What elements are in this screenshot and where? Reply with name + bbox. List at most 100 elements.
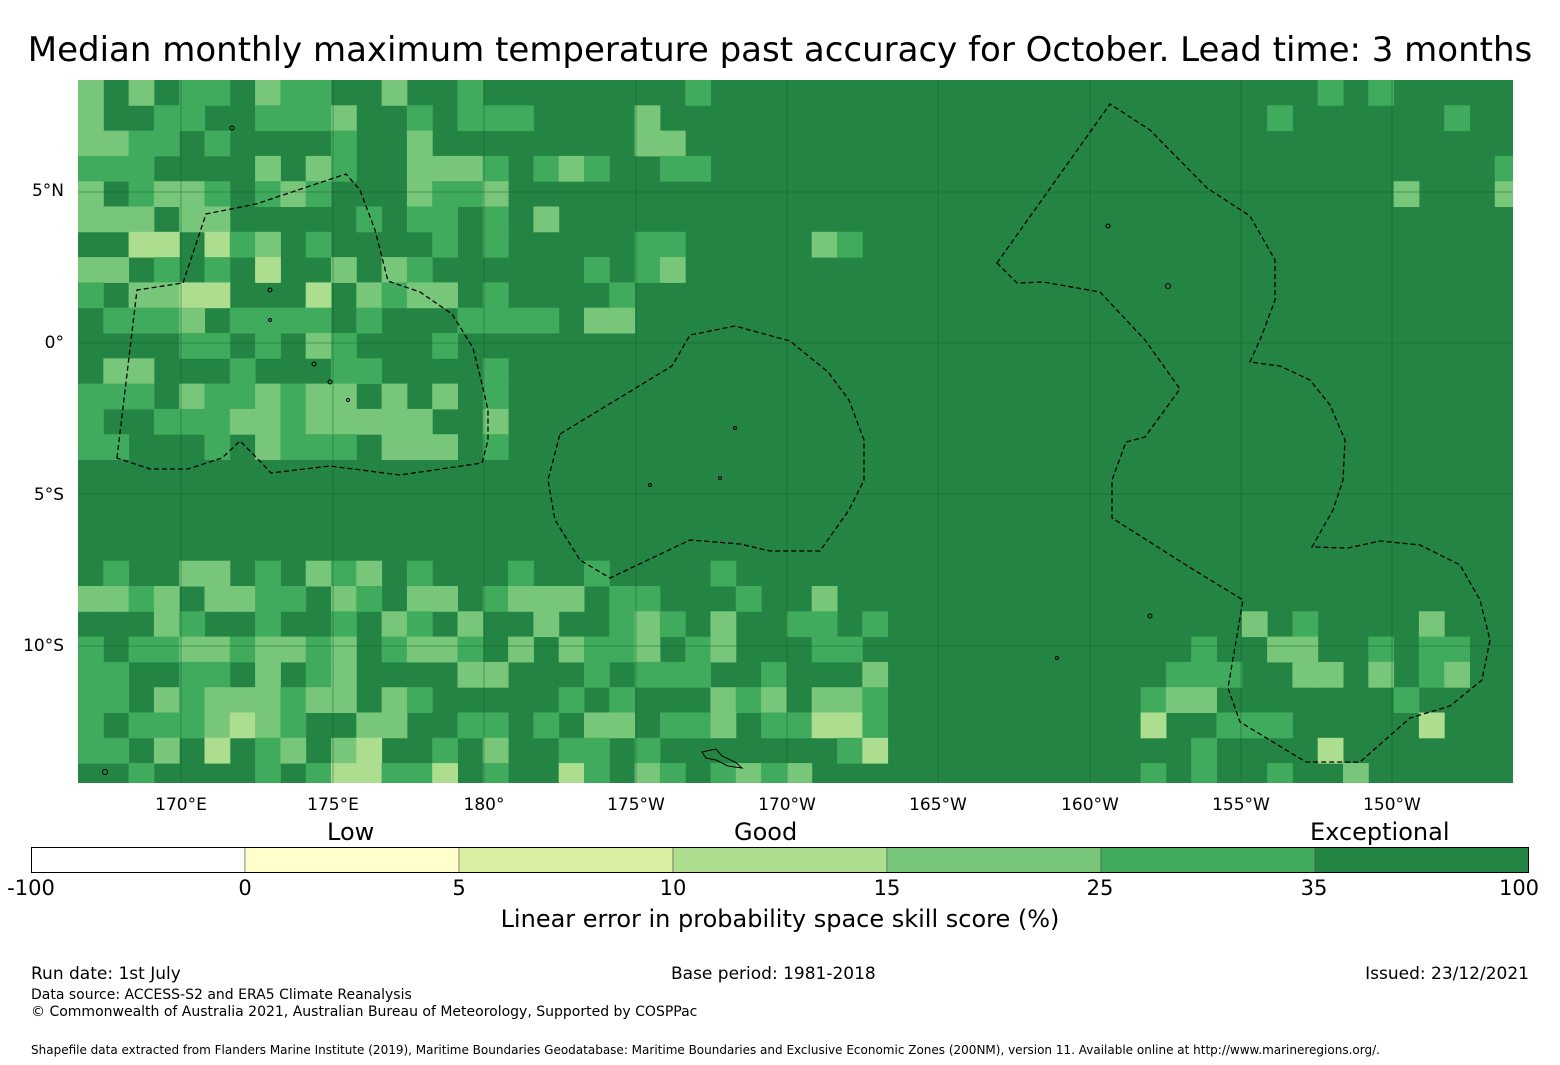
skill-cell	[305, 383, 332, 410]
skill-cell	[255, 636, 281, 663]
skill-cell	[533, 155, 560, 182]
skill-cell	[1165, 661, 1192, 688]
skill-cell	[128, 383, 155, 410]
island-5	[1105, 223, 1111, 229]
skill-cell	[811, 687, 838, 713]
skill-cell	[1317, 737, 1344, 764]
skill-cell	[331, 763, 357, 783]
skill-cell	[229, 358, 256, 385]
eez-boundaries	[116, 103, 1491, 763]
skill-cell	[381, 80, 408, 106]
skill-cell	[78, 105, 104, 132]
skill-cell	[1140, 712, 1167, 739]
skill-cell	[381, 434, 408, 460]
skill-cell	[1368, 636, 1395, 663]
skill-cell	[1191, 763, 1217, 783]
skill-cell	[659, 611, 686, 638]
skill-cell	[153, 181, 180, 207]
skill-cell	[1444, 661, 1470, 688]
skill-cell	[482, 408, 509, 435]
skill-cell	[533, 586, 560, 612]
skill-cell	[533, 611, 560, 638]
skill-cell	[1216, 661, 1243, 688]
skill-cell	[533, 712, 560, 739]
island-samoa	[701, 748, 744, 769]
skill-cell	[659, 661, 686, 688]
skill-cell	[128, 636, 155, 663]
skill-cell	[381, 636, 408, 663]
skill-cell	[153, 712, 180, 739]
skill-cell	[78, 130, 104, 157]
skill-cell	[255, 307, 281, 334]
skill-cell	[584, 763, 610, 783]
skill-cell	[331, 130, 357, 157]
skill-cell	[1317, 661, 1344, 688]
skill-cell	[432, 155, 458, 182]
skill-cell	[862, 712, 889, 739]
skill-cell	[584, 560, 610, 587]
island-4	[1165, 283, 1171, 289]
skill-cell	[432, 636, 458, 663]
skill-cell	[432, 282, 458, 309]
copyright: © Commonwealth of Australia 2021, Austra…	[31, 1004, 698, 1020]
skill-cell	[229, 383, 256, 410]
skill-cell	[584, 737, 610, 764]
colorbar-tick-minus100: -100	[7, 876, 55, 900]
skill-cell	[179, 661, 205, 688]
skill-cell	[432, 434, 458, 460]
skill-cell	[103, 383, 130, 410]
lon-label-175w: 175°W	[607, 795, 665, 815]
skill-cell	[305, 434, 332, 460]
skill-cell	[305, 408, 332, 435]
skill-cell	[128, 712, 155, 739]
skill-cell	[305, 155, 332, 182]
skill-cell	[179, 687, 205, 713]
skill-cell	[457, 611, 484, 638]
island-6	[733, 426, 737, 430]
islands	[102, 125, 1171, 775]
skill-cell	[659, 155, 686, 182]
skill-cell	[1444, 636, 1470, 663]
skill-cell	[406, 636, 433, 663]
skill-cell	[862, 687, 889, 713]
skill-cell	[811, 636, 838, 663]
colorbar-segment	[886, 847, 1102, 873]
legend-category-low: Low	[327, 818, 375, 846]
skill-cell	[406, 408, 433, 435]
skill-cell	[153, 282, 180, 309]
island-11	[346, 398, 350, 402]
skill-cell	[634, 586, 661, 612]
lon-label-175e: 175°E	[307, 795, 359, 815]
skill-cell	[255, 737, 281, 764]
skill-cell	[482, 763, 509, 783]
skill-cell	[255, 408, 281, 435]
skill-cell	[255, 687, 281, 713]
skill-cell	[609, 307, 636, 334]
skill-cell	[685, 636, 711, 663]
legend-category-exceptional: Exceptional	[1310, 818, 1450, 846]
skill-cell	[204, 661, 231, 688]
skill-cell	[1140, 763, 1167, 783]
skill-cell	[710, 560, 737, 587]
skill-cell	[685, 712, 711, 739]
skill-cell	[204, 181, 231, 207]
island-7	[102, 769, 108, 775]
skill-cell	[204, 130, 231, 157]
skill-cell	[685, 155, 711, 182]
skill-cell	[1343, 763, 1369, 783]
skill-cell	[659, 712, 686, 739]
lat-label-5n: 5°N	[31, 181, 64, 201]
skill-cell	[406, 257, 433, 283]
skill-cell	[305, 636, 332, 663]
skill-cell	[229, 307, 256, 334]
skill-cell	[1292, 636, 1319, 663]
skill-cell	[710, 636, 737, 663]
skill-cell	[381, 687, 408, 713]
skill-cell	[533, 307, 560, 334]
skill-cell	[508, 586, 534, 612]
skill-cell	[78, 206, 104, 233]
skill-cell	[78, 383, 104, 410]
skill-cell	[179, 636, 205, 663]
skill-cell	[482, 586, 509, 612]
skill-cell	[78, 434, 104, 460]
